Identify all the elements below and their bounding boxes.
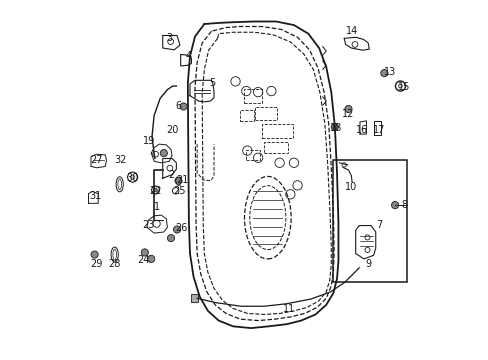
Text: 12: 12 [342,109,354,119]
Text: 14: 14 [345,26,358,36]
Text: 1: 1 [153,202,160,212]
Text: 31: 31 [89,191,101,201]
Text: 26: 26 [175,224,187,233]
Text: 28: 28 [108,259,121,269]
Circle shape [173,226,180,233]
Circle shape [141,249,148,256]
Circle shape [167,234,174,242]
Text: 23: 23 [142,220,154,230]
Text: 16: 16 [355,125,367,135]
Text: 7: 7 [375,220,381,230]
Text: 8: 8 [400,200,407,210]
Circle shape [147,255,155,262]
Text: 30: 30 [126,173,139,183]
Text: 27: 27 [90,155,103,165]
Circle shape [91,251,98,258]
Text: 10: 10 [345,182,357,192]
Circle shape [180,103,187,110]
Circle shape [380,69,387,77]
Text: 15: 15 [397,82,409,92]
Bar [261,124,293,138]
Circle shape [160,149,167,157]
Circle shape [391,202,398,209]
Bar [333,160,406,282]
Text: 25: 25 [173,186,185,196]
Text: 11: 11 [283,304,295,314]
Circle shape [153,188,157,192]
Text: 5: 5 [209,78,215,88]
Text: 13: 13 [383,67,395,77]
Text: 21: 21 [176,175,189,185]
Text: 18: 18 [329,123,342,133]
Text: 2: 2 [167,170,174,180]
Text: 22: 22 [149,186,162,196]
Text: 3: 3 [166,33,172,43]
Text: 32: 32 [114,155,127,165]
Text: 17: 17 [372,125,385,135]
Text: 6: 6 [175,102,181,112]
Text: 24: 24 [137,255,149,265]
Bar [240,110,253,121]
Text: 19: 19 [143,136,155,145]
Circle shape [344,105,351,113]
Text: 29: 29 [90,259,103,269]
Circle shape [330,123,338,131]
Text: 9: 9 [365,259,370,269]
Bar [264,142,287,153]
Bar [254,107,276,120]
Text: 20: 20 [165,125,178,135]
Bar [244,89,262,103]
Text: 4: 4 [185,51,192,61]
Bar [190,294,198,302]
Bar [246,149,260,160]
Circle shape [175,177,182,184]
